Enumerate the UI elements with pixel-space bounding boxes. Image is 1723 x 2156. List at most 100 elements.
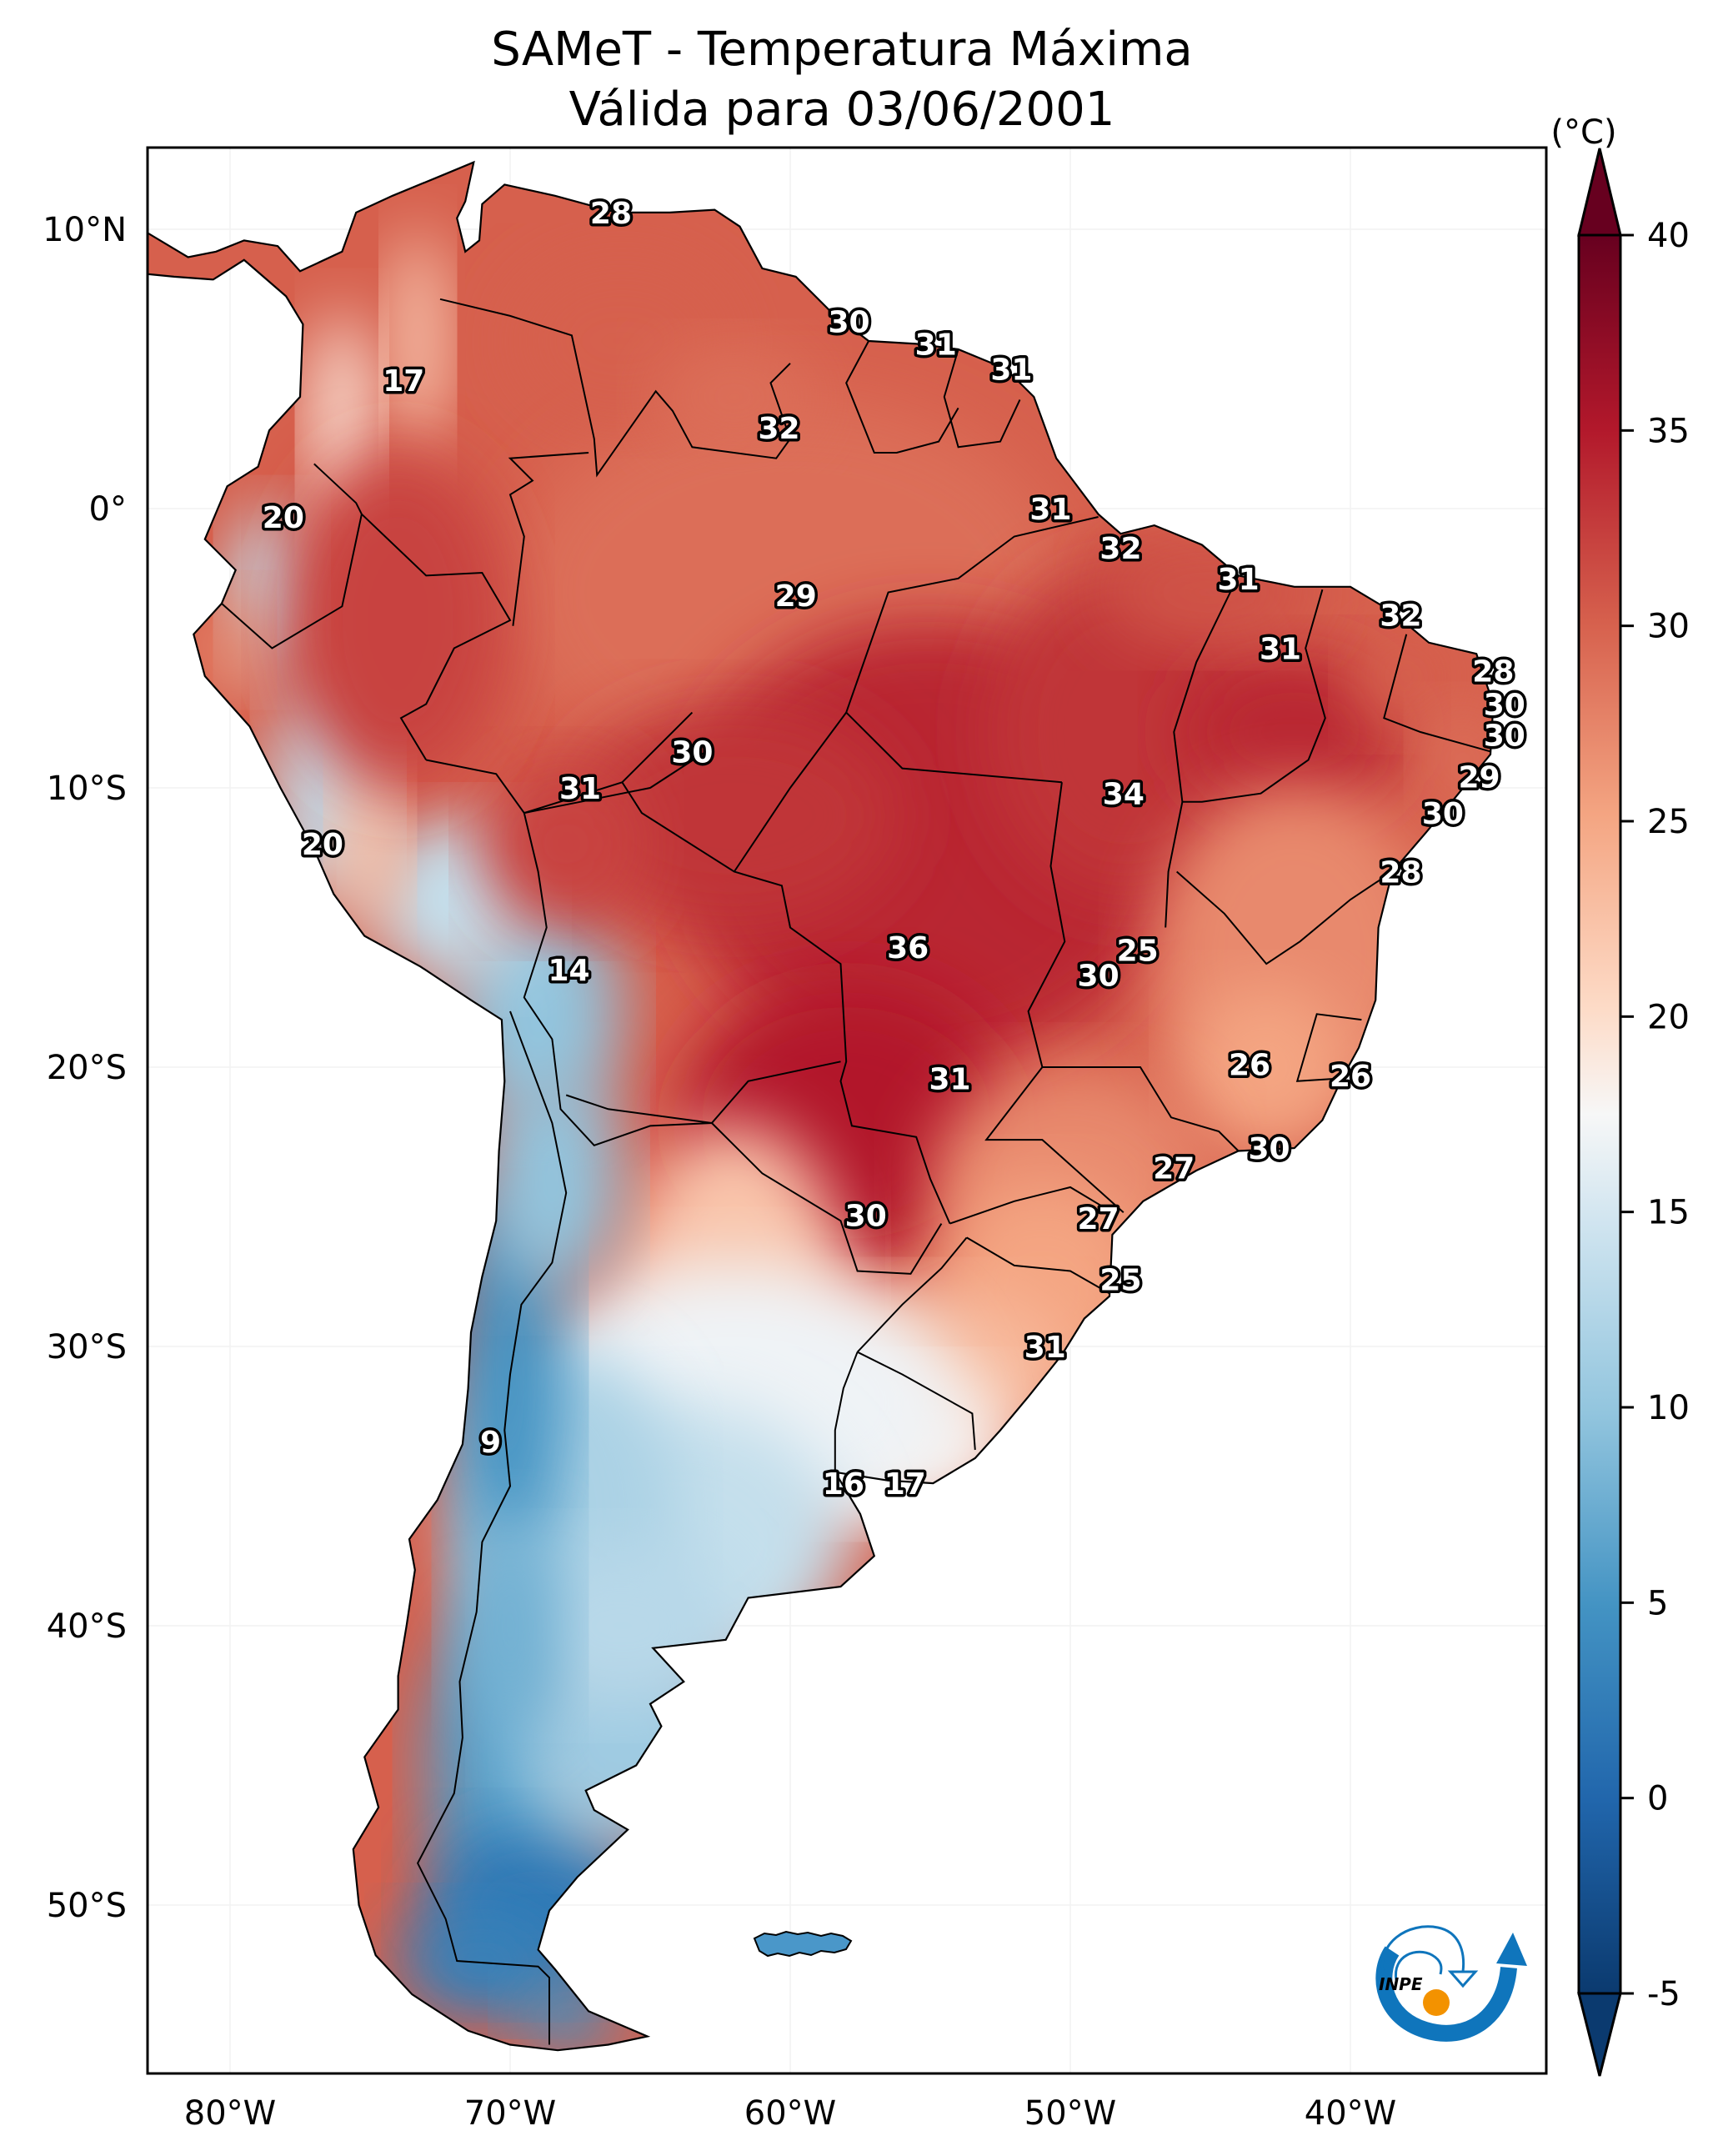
country-border bbox=[426, 759, 951, 1225]
temperature-patch bbox=[650, 341, 819, 453]
colorbar-body bbox=[1579, 235, 1620, 1993]
colorbar-extend-max bbox=[1577, 148, 1622, 237]
x-tick-label: 70°W bbox=[464, 2094, 556, 2133]
country-border bbox=[221, 514, 363, 649]
x-tick-label: 40°W bbox=[1305, 2094, 1396, 2133]
contour-label: 30 bbox=[1078, 959, 1119, 993]
contour-label: 26 bbox=[1229, 1049, 1270, 1083]
colorbar-tick-label: 30 bbox=[1647, 608, 1690, 646]
country-border bbox=[523, 812, 841, 1146]
country-border bbox=[1295, 1013, 1362, 1082]
contour-label: 20 bbox=[302, 828, 343, 862]
colorbar-tick-label: 25 bbox=[1647, 803, 1690, 841]
inpe-logo: INPE bbox=[1375, 1925, 1527, 2042]
logo-down-arrow-icon bbox=[1447, 1970, 1479, 1988]
contour-label: 17 bbox=[884, 1467, 926, 1502]
falkland-islands bbox=[753, 1930, 853, 1958]
country-borders bbox=[221, 298, 1491, 2045]
temperature-patch bbox=[482, 1067, 623, 1291]
contour-label: 32 bbox=[1380, 599, 1421, 633]
country-border bbox=[949, 1186, 1113, 1225]
contour-label: 30 bbox=[845, 1200, 887, 1234]
country-border bbox=[966, 1236, 1110, 1295]
country-border bbox=[733, 712, 848, 873]
colorbar-tick-label: 15 bbox=[1647, 1194, 1690, 1232]
contour-label: 28 bbox=[590, 197, 632, 231]
logo-text: INPE bbox=[1379, 1974, 1423, 1994]
contour-label: 31 bbox=[929, 1062, 970, 1096]
x-tick-label: 60°W bbox=[744, 2094, 836, 2133]
contour-label: 26 bbox=[1330, 1060, 1371, 1094]
y-tick-label: 20°S bbox=[47, 1049, 127, 1087]
x-tick-label: 50°W bbox=[1024, 2094, 1116, 2133]
contour-label: 31 bbox=[915, 328, 957, 362]
temperature-patch bbox=[196, 592, 264, 704]
contour-label: 16 bbox=[823, 1467, 864, 1502]
colorbar-tick-label: -5 bbox=[1647, 1975, 1680, 2013]
country-border bbox=[523, 750, 707, 815]
country-border bbox=[845, 516, 1099, 784]
logo-sun-icon bbox=[1423, 1989, 1450, 2016]
temperature-patch bbox=[482, 760, 650, 928]
y-tick-label: 10°N bbox=[43, 211, 127, 249]
country-border bbox=[711, 1122, 943, 1275]
temperature-patch bbox=[453, 1514, 567, 1737]
country-border bbox=[845, 340, 959, 454]
coastline bbox=[148, 160, 1495, 2052]
y-tick-label: 50°S bbox=[47, 1887, 127, 1925]
y-axis-labels: 10°N 0° 10°S 20°S 30°S 40°S 50°S bbox=[43, 211, 127, 1925]
contour-label: 25 bbox=[1099, 1264, 1141, 1298]
contour-label: 30 bbox=[1249, 1132, 1290, 1166]
contour-label: 31 bbox=[990, 353, 1032, 388]
contour-label: 20 bbox=[263, 501, 304, 535]
temperature-patch bbox=[566, 704, 903, 928]
temperature-patch bbox=[1350, 620, 1463, 732]
contour-label: 28 bbox=[1380, 856, 1421, 890]
country-border bbox=[856, 1236, 968, 1353]
contour-label: 27 bbox=[1153, 1152, 1195, 1186]
contour-label: 31 bbox=[559, 772, 601, 806]
logo-orbit bbox=[1381, 1925, 1465, 1977]
chart-title: SAMeT - Temperatura Máxima bbox=[491, 23, 1193, 77]
y-tick-label: 10°S bbox=[47, 770, 127, 808]
colorbar-tick-label: 5 bbox=[1647, 1584, 1668, 1622]
colorbar-tick-label: 35 bbox=[1647, 412, 1690, 450]
contour-label: 30 bbox=[829, 306, 870, 340]
country-border bbox=[565, 1094, 713, 1124]
contour-label: 32 bbox=[759, 412, 800, 446]
temperature-patch bbox=[286, 453, 510, 788]
temperature-patch bbox=[986, 564, 1267, 900]
country-border bbox=[943, 348, 1021, 449]
country-border bbox=[439, 298, 792, 478]
y-tick-label: 30°S bbox=[47, 1328, 127, 1366]
temperature-patch bbox=[1182, 983, 1350, 1151]
temperature-patch bbox=[398, 1905, 567, 2017]
contour-label: 30 bbox=[1484, 689, 1525, 723]
country-border bbox=[984, 1066, 1240, 1213]
contour-label: 31 bbox=[1029, 493, 1071, 527]
country-border bbox=[1182, 589, 1326, 803]
colorbar-tick-label: 0 bbox=[1647, 1780, 1668, 1818]
contour-label: 34 bbox=[1103, 778, 1144, 812]
logo-arrow-icon bbox=[1496, 1933, 1527, 1966]
contour-label: 17 bbox=[383, 364, 424, 399]
contour-label: 27 bbox=[1078, 1202, 1119, 1236]
country-border bbox=[857, 1351, 976, 1451]
country-border bbox=[621, 711, 694, 784]
colorbar-tick-label: 40 bbox=[1647, 217, 1690, 255]
country-border bbox=[313, 463, 512, 761]
temperature-patch bbox=[1182, 648, 1407, 816]
contour-label: 25 bbox=[1117, 934, 1159, 968]
logo-swoosh bbox=[1375, 1946, 1517, 2042]
contour-label: 36 bbox=[887, 931, 929, 965]
x-axis-labels: 80°W 70°W 60°W 50°W 40°W bbox=[184, 2094, 1396, 2133]
country-border bbox=[1176, 870, 1393, 965]
contour-label: 30 bbox=[1484, 719, 1525, 753]
temperature-patch bbox=[389, 229, 446, 453]
y-tick-label: 40°S bbox=[47, 1607, 127, 1646]
contour-label: 28 bbox=[1472, 654, 1514, 689]
country-border bbox=[416, 1010, 568, 2045]
